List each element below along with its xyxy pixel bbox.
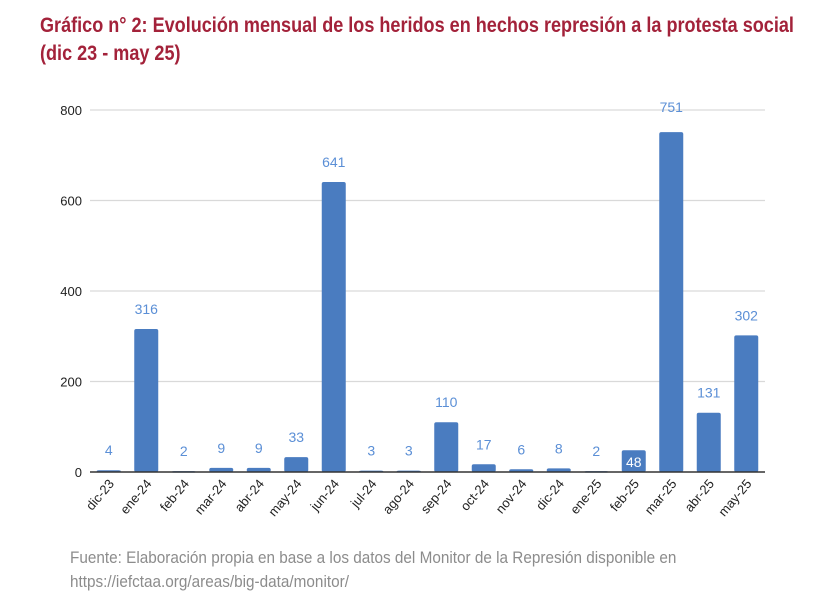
- x-tick-label: abr-25: [681, 476, 717, 514]
- data-label: 2: [592, 443, 600, 459]
- data-label: 641: [322, 154, 346, 170]
- bar: [696, 412, 721, 472]
- data-label: 131: [697, 385, 721, 401]
- data-label: 33: [288, 429, 304, 445]
- x-tick-label: nov-24: [493, 476, 530, 516]
- bar: [284, 457, 309, 472]
- x-tick-label: mar-24: [192, 476, 230, 517]
- x-tick-label: mar-25: [642, 476, 680, 517]
- data-label: 751: [660, 99, 684, 115]
- source-line-1: Fuente: Elaboración propia en base a los…: [70, 548, 677, 567]
- bar: [659, 132, 684, 473]
- y-tick-label: 400: [60, 284, 82, 299]
- data-label: 9: [255, 440, 263, 456]
- x-tick-label: ene-25: [567, 476, 605, 517]
- data-label: 17: [476, 436, 492, 452]
- chart-title: Gráfico n° 2: Evolución mensual de los h…: [40, 14, 794, 65]
- bar: [621, 450, 646, 472]
- bar: [134, 329, 159, 472]
- bar: [734, 335, 759, 472]
- x-tick-label: may-25: [715, 476, 754, 519]
- data-label: 110: [435, 394, 458, 410]
- data-label: 302: [735, 307, 759, 323]
- source-note: Fuente: Elaboración propia en base a los…: [70, 546, 754, 594]
- data-label: 3: [367, 443, 375, 459]
- x-tick-label: jul-24: [347, 476, 380, 511]
- data-label: 9: [217, 440, 225, 456]
- bar: [471, 464, 496, 472]
- data-label: 6: [517, 441, 525, 457]
- y-tick-label: 200: [60, 375, 82, 390]
- y-tick-label: 600: [60, 194, 82, 209]
- x-tick-label: dic-23: [83, 476, 117, 513]
- data-label: 2: [180, 443, 188, 459]
- bar: [209, 467, 234, 472]
- data-label: 3: [405, 443, 413, 459]
- data-label: 316: [135, 301, 159, 317]
- bar: [321, 181, 346, 472]
- y-tick-label: 800: [60, 103, 82, 118]
- x-tick-label: oct-24: [457, 476, 492, 513]
- data-label: 48: [626, 454, 642, 470]
- x-tick-label: feb-24: [157, 476, 192, 514]
- bar: [546, 468, 571, 472]
- x-tick-label: sep-24: [418, 476, 455, 516]
- x-tick-label: dic-24: [533, 476, 567, 513]
- source-line-2: https://iefctaa.org/areas/big-data/monit…: [70, 572, 349, 591]
- x-tick-label: ene-24: [117, 476, 155, 517]
- x-tick-label: may-24: [265, 476, 304, 519]
- y-tick-label: 0: [75, 465, 82, 480]
- x-tick-label: feb-25: [607, 476, 642, 514]
- bar: [246, 467, 271, 472]
- data-label: 8: [555, 440, 563, 456]
- x-tick-label: abr-24: [231, 476, 267, 514]
- x-tick-label: jun-24: [307, 476, 342, 514]
- data-label: 4: [105, 442, 113, 458]
- x-tick-label: ago-24: [380, 476, 418, 517]
- bar: [434, 422, 459, 472]
